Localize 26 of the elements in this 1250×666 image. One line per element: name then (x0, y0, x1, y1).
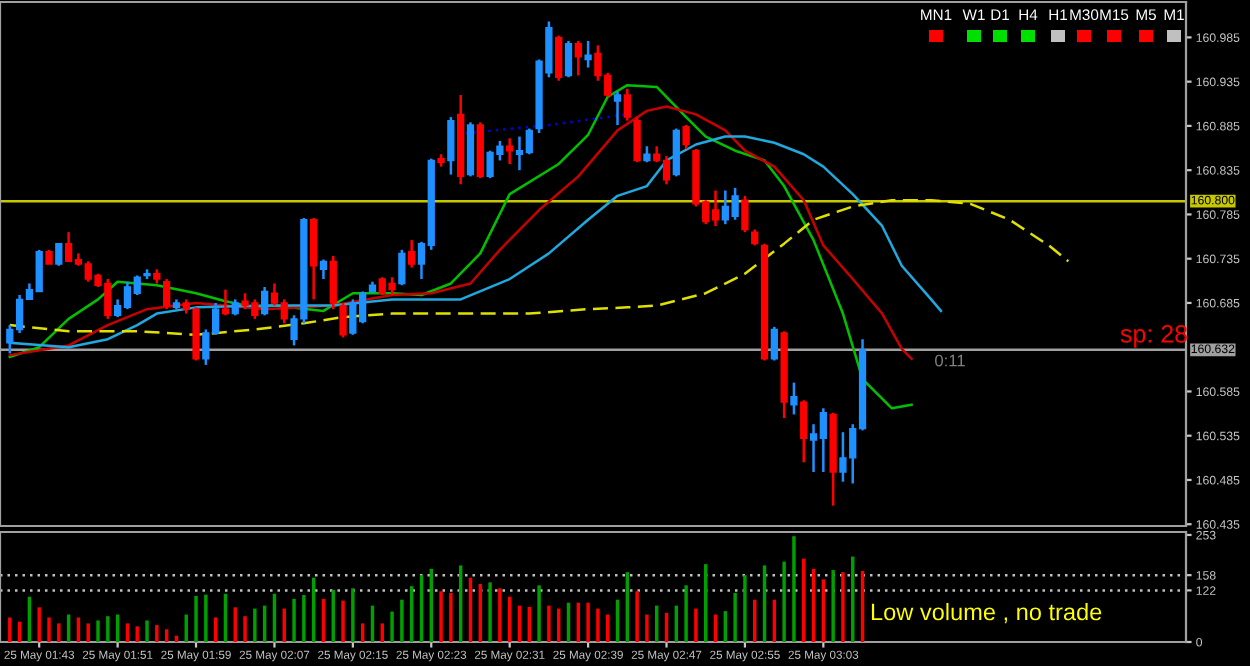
candlestick (329, 254, 337, 311)
candlestick (339, 301, 347, 339)
candlestick (162, 277, 171, 311)
candlestick (564, 39, 573, 79)
candlestick (672, 127, 680, 178)
candlestick (261, 285, 269, 317)
candlestick (770, 325, 778, 362)
candlestick (682, 123, 690, 151)
candlestick (800, 399, 808, 464)
candlestick (623, 87, 631, 122)
candlestick (221, 288, 230, 317)
candlestick (447, 115, 455, 176)
candlestick (398, 248, 406, 287)
candlestick (319, 258, 328, 281)
candlestick (633, 115, 641, 164)
candlestick (574, 39, 582, 77)
annotation: 0:11 (935, 354, 965, 367)
candlestick (408, 238, 416, 269)
candlestick (310, 216, 318, 301)
candlestick (741, 194, 749, 234)
candlestick (613, 90, 622, 127)
annotation: Low volume , no trade (871, 602, 1102, 624)
candlestick (55, 242, 63, 268)
candlestick (555, 34, 563, 83)
candlestick (584, 39, 592, 69)
candlestick (790, 381, 798, 416)
